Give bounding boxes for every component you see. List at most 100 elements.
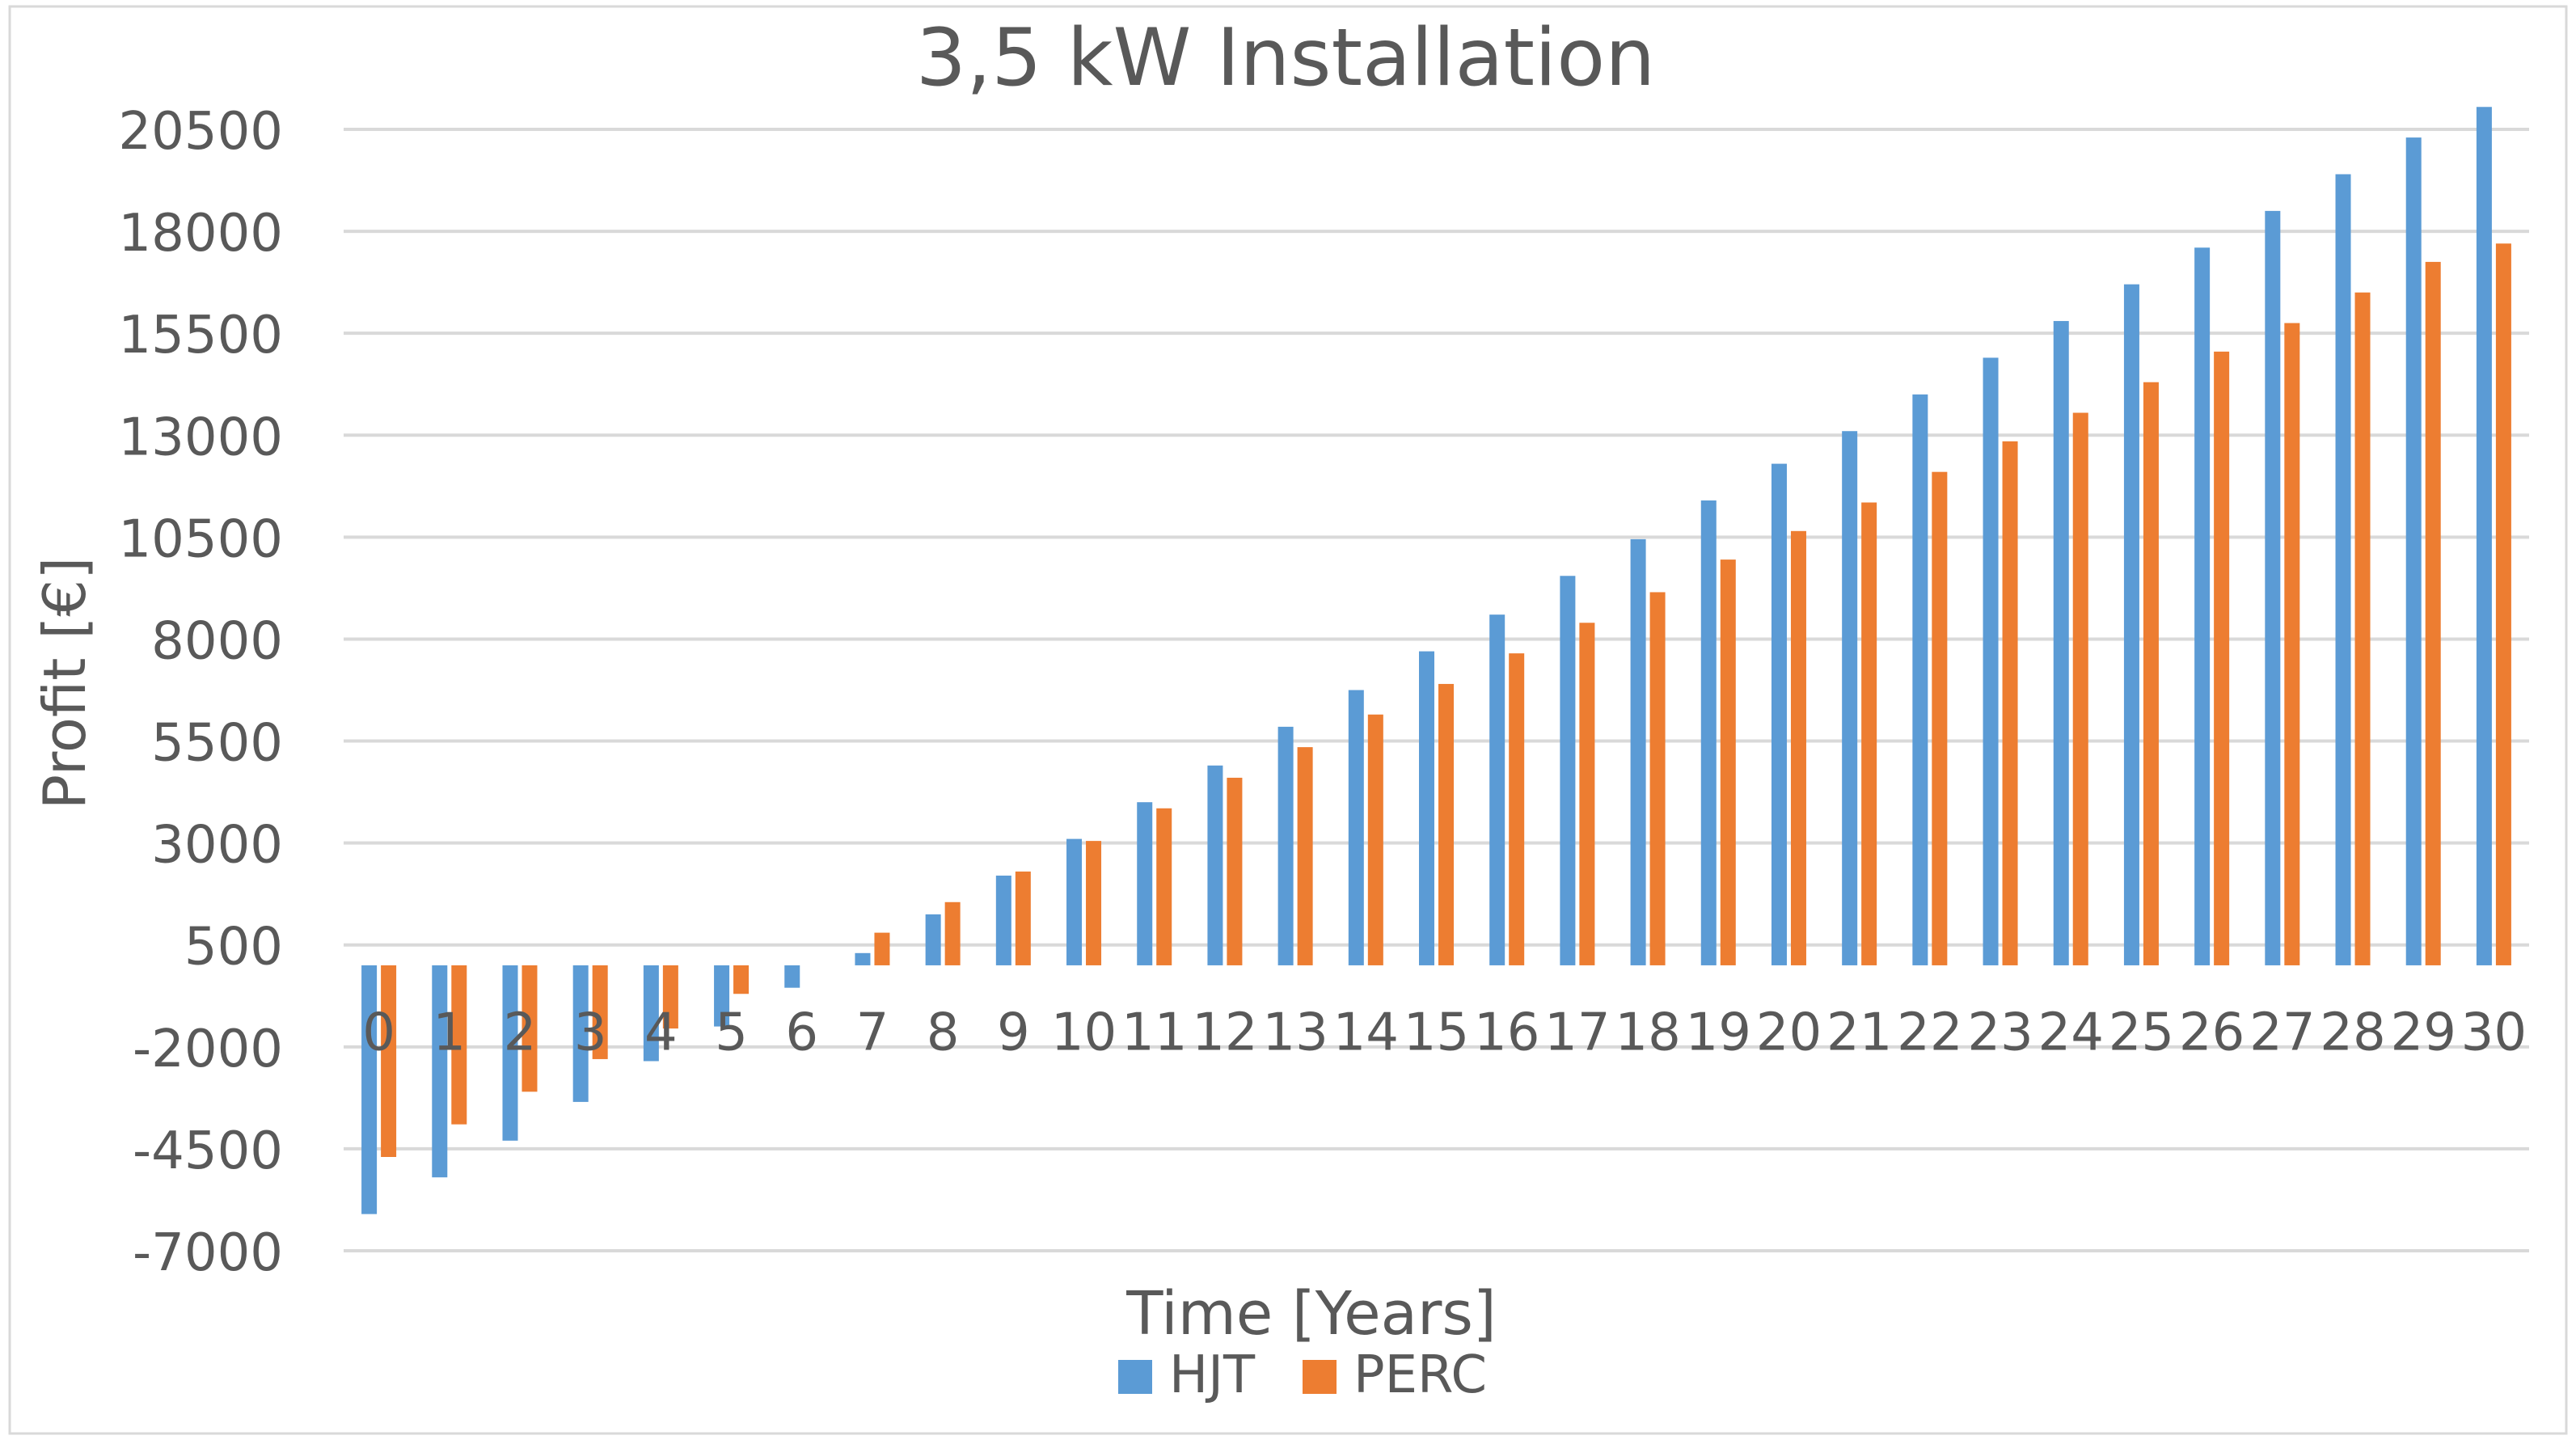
x-tick-label: 20 <box>1756 1003 1822 1063</box>
x-tick-label: 8 <box>927 1003 960 1063</box>
bar-hjt-year-19 <box>1700 500 1717 965</box>
x-tick-label: 1 <box>433 1003 466 1063</box>
bar-perc-year-25 <box>2143 382 2159 965</box>
legend-label-hjt: HJT <box>1169 1345 1256 1405</box>
bar-hjt-year-1 <box>432 965 448 1178</box>
bar-hjt-year-23 <box>1983 357 1999 965</box>
bar-hjt-year-17 <box>1560 576 1576 965</box>
bar-perc-year-13 <box>1297 747 1313 965</box>
bar-perc-year-19 <box>1720 559 1736 965</box>
bar-hjt-year-16 <box>1489 614 1505 965</box>
bar-perc-year-1 <box>451 965 467 1125</box>
x-tick-label: 24 <box>2038 1003 2104 1063</box>
y-axis-tick-labels: 20500 18000 15500 13000 10500 8000 5500 3000 500… <box>118 102 283 1283</box>
bar-hjt-year-24 <box>2053 321 2069 965</box>
bar-perc-year-9 <box>1015 871 1031 965</box>
bar-perc-year-27 <box>2284 323 2300 965</box>
bar-hjt-year-4 <box>643 965 659 1062</box>
x-tick-label: 11 <box>1121 1003 1187 1063</box>
bar-hjt-year-27 <box>2265 210 2281 965</box>
bar-perc-year-28 <box>2354 292 2371 965</box>
bar-hjt-year-25 <box>2123 284 2139 965</box>
x-tick-label: 13 <box>1262 1003 1328 1063</box>
bar-hjt-year-2 <box>502 965 518 1141</box>
bar-hjt-year-11 <box>1137 802 1153 965</box>
x-tick-label: 26 <box>2179 1003 2244 1063</box>
y-tick-label: 5500 <box>151 714 283 774</box>
x-tick-label: 22 <box>1897 1003 1962 1063</box>
y-tick-label: 8000 <box>151 611 283 671</box>
bar-perc-year-14 <box>1367 714 1383 965</box>
bar-hjt-year-9 <box>995 875 1011 965</box>
bar-perc-year-3 <box>592 965 608 1059</box>
x-tick-label: 2 <box>504 1003 537 1063</box>
x-tick-label: 14 <box>1333 1003 1399 1063</box>
x-tick-label: 23 <box>1967 1003 2033 1063</box>
x-tick-label: 7 <box>856 1003 889 1063</box>
bar-perc-year-2 <box>522 965 538 1092</box>
legend: HJT PERC <box>1118 1345 1487 1405</box>
bar-perc-year-24 <box>2072 412 2088 965</box>
x-tick-label: 0 <box>362 1003 395 1063</box>
bar-hjt-year-15 <box>1419 651 1434 965</box>
bar-hjt-year-0 <box>361 965 378 1214</box>
legend-label-perc: PERC <box>1353 1345 1487 1405</box>
bar-perc-year-7 <box>874 932 890 965</box>
bar-perc-year-18 <box>1649 592 1666 965</box>
x-tick-label: 12 <box>1192 1003 1257 1063</box>
x-tick-label: 21 <box>1826 1003 1892 1063</box>
bar-hjt-year-7 <box>855 952 871 965</box>
bar-hjt-year-18 <box>1630 538 1646 965</box>
bar-perc-year-17 <box>1579 623 1595 965</box>
bar-perc-year-23 <box>2002 441 2018 965</box>
y-tick-label: -4500 <box>133 1121 283 1181</box>
y-tick-label: -2000 <box>133 1020 283 1079</box>
y-tick-label: 15500 <box>118 306 283 365</box>
x-tick-label: 18 <box>1615 1003 1680 1063</box>
x-tick-label: 10 <box>1051 1003 1117 1063</box>
x-tick-label: 27 <box>2249 1003 2315 1063</box>
x-axis-tick-labels: 0 1 2 3 4 5 6 7 8 9 10 11 12 13 14 15 16 17 18 19 20 21 22 23 24… <box>362 1003 2527 1063</box>
bar-perc-year-29 <box>2425 261 2441 965</box>
x-tick-label: 3 <box>574 1003 607 1063</box>
x-axis-title: Time [Years] <box>1125 1279 1497 1349</box>
bar-hjt-year-5 <box>714 965 730 1027</box>
bar-perc-year-8 <box>944 901 961 965</box>
bar-hjt-year-14 <box>1348 690 1364 965</box>
gridlines <box>344 128 2529 1252</box>
chart-border <box>8 5 2568 1435</box>
bar-hjt-year-6 <box>784 965 800 988</box>
bar-hjt-year-8 <box>925 914 941 965</box>
bar-hjt-year-26 <box>2194 247 2211 965</box>
bar-perc-year-4 <box>662 965 678 1029</box>
bar-hjt-year-21 <box>1842 431 1858 965</box>
y-tick-label: 18000 <box>118 204 283 264</box>
bar-perc-year-22 <box>1932 471 1948 965</box>
bar-hjt-year-13 <box>1277 726 1294 965</box>
bar-perc-year-5 <box>733 965 750 994</box>
bar-hjt-year-30 <box>2476 107 2492 965</box>
chart-title: 3,5 kW Installation <box>916 12 1656 104</box>
bar-hjt-year-20 <box>1771 463 1787 965</box>
y-tick-label: 500 <box>184 918 283 977</box>
bar-hjt-year-22 <box>1912 394 1928 965</box>
bar-perc-year-10 <box>1086 841 1102 965</box>
x-tick-label: 25 <box>2109 1003 2174 1063</box>
x-tick-label: 30 <box>2461 1003 2527 1063</box>
bar-hjt-year-10 <box>1066 838 1083 965</box>
bar-hjt-year-29 <box>2405 137 2422 965</box>
x-tick-label: 6 <box>785 1003 818 1063</box>
x-tick-label: 19 <box>1686 1003 1751 1063</box>
x-tick-label: 5 <box>715 1003 748 1063</box>
bar-hjt-year-3 <box>572 965 589 1102</box>
x-tick-label: 29 <box>2390 1003 2456 1063</box>
y-tick-label: 13000 <box>118 407 283 467</box>
x-tick-label: 4 <box>644 1003 678 1063</box>
bar-perc-year-20 <box>1790 530 1806 965</box>
x-tick-label: 15 <box>1404 1003 1469 1063</box>
bar-hjt-year-28 <box>2335 174 2351 965</box>
bar-hjt-year-12 <box>1207 765 1223 965</box>
